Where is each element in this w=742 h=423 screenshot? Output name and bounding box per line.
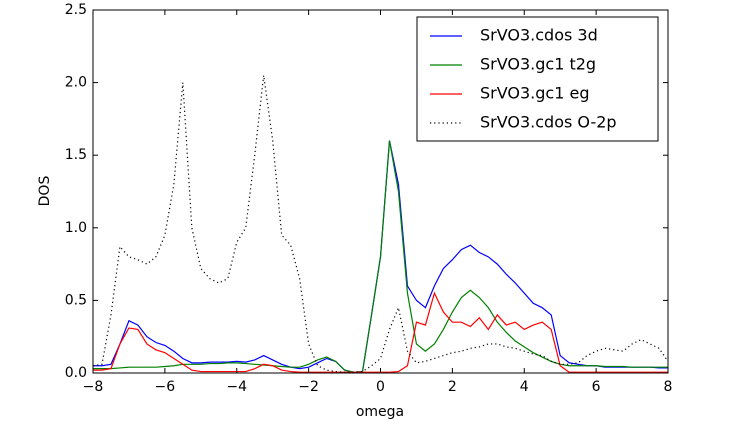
x-tick-label: −2 xyxy=(298,379,319,395)
y-axis-label: DOS xyxy=(37,176,53,207)
x-tick-label: 8 xyxy=(664,379,673,395)
y-tick-label: 1.0 xyxy=(65,220,87,236)
legend-frame xyxy=(416,16,659,142)
series-line xyxy=(93,291,668,373)
x-tick-label: 2 xyxy=(448,379,457,395)
x-tick-label: 0 xyxy=(376,379,385,395)
x-axis-label: omega xyxy=(356,404,404,420)
series-line xyxy=(93,140,668,373)
y-tick-label: 0.5 xyxy=(65,292,87,308)
y-tick-label: 1.5 xyxy=(65,147,87,163)
y-tick-label: 2.0 xyxy=(65,75,87,91)
series-line xyxy=(92,75,669,373)
x-tick-label: 6 xyxy=(592,379,601,395)
legend-label: SrVO3.gc1 eg xyxy=(480,84,589,103)
y-tick-label: 2.5 xyxy=(65,2,87,18)
legend-label: SrVO3.cdos 3d xyxy=(480,26,598,45)
x-tick-label: −4 xyxy=(226,379,247,395)
x-tick-label: −6 xyxy=(155,379,176,395)
y-tick-label: 0.0 xyxy=(65,365,87,381)
legend-label: SrVO3.cdos O-2p xyxy=(480,113,617,132)
legend: SrVO3.cdos 3d SrVO3.gc1 t2g SrVO3.gc1 eg Sr… xyxy=(416,16,659,142)
x-tick-label: −8 xyxy=(83,379,104,395)
x-tick-label: 4 xyxy=(520,379,529,395)
legend-label: SrVO3.gc1 t2g xyxy=(480,55,596,74)
